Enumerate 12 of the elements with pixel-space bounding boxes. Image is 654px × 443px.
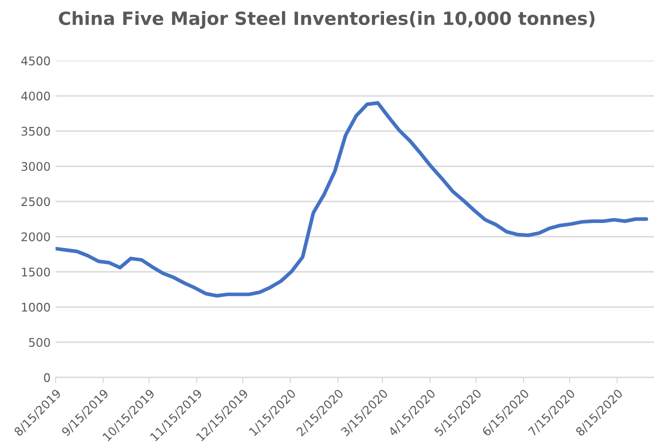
y-tick-label: 3000: [22, 162, 50, 171]
y-tick-label: 2000: [22, 232, 50, 242]
y-tick-label: 1500: [22, 268, 50, 277]
y-tick-label: 500: [29, 338, 50, 347]
y-tick-label: 4500: [21, 56, 50, 66]
y-tick-label: 0: [44, 373, 50, 382]
y-tick-label: 1000: [22, 302, 50, 312]
y-tick-label: 4000: [21, 92, 50, 101]
y-tick-label: 3500: [22, 126, 50, 136]
chart-title: China Five Major Steel Inventories(in 10,000 tonnes): [58, 11, 594, 29]
line-series: [56, 101, 648, 298]
y-tick-label: 2500: [22, 197, 50, 206]
